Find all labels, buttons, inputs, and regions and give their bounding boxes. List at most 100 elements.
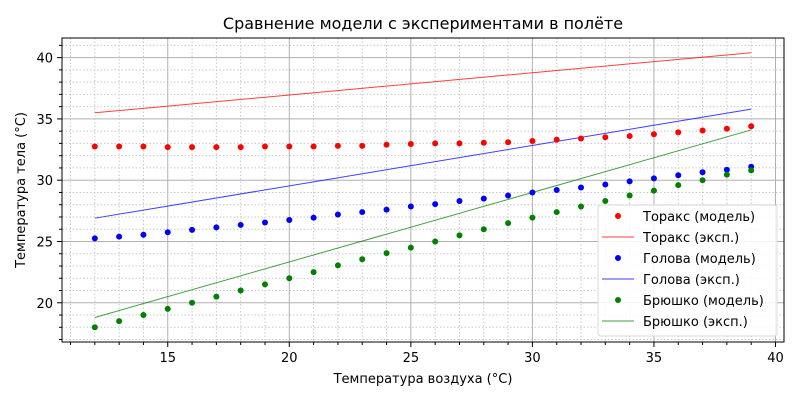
- model-data-point: [213, 144, 220, 151]
- x-tick-label: 30: [524, 351, 541, 366]
- axes-frame: [61, 37, 785, 343]
- y-axis-label: Температура тела (°C): [14, 112, 29, 269]
- model-data-point: [480, 226, 487, 233]
- model-data-point: [480, 139, 487, 146]
- model-data-point: [407, 141, 414, 148]
- model-data-point: [261, 219, 268, 226]
- model-data-point: [456, 198, 463, 205]
- model-data-point: [602, 181, 609, 188]
- model-data-point: [116, 233, 123, 240]
- model-data-point: [116, 143, 123, 150]
- legend-label: Брюшко (эксп.): [643, 315, 748, 330]
- model-data-point: [237, 221, 244, 228]
- legend-box: [597, 204, 778, 337]
- model-data-point: [213, 293, 220, 300]
- experiment-line: [94, 52, 752, 114]
- x-tick-label: 35: [646, 351, 663, 366]
- legend-marker-icon: [615, 255, 621, 261]
- model-data-point: [286, 217, 293, 224]
- model-data-point: [164, 144, 171, 151]
- x-tick-label: 15: [159, 351, 176, 366]
- model-data-point: [626, 178, 633, 185]
- model-data-point: [505, 220, 512, 227]
- axis-ticks: 15 20 25 30 35 40 20 25 30 35 40: [36, 44, 784, 366]
- plot-area: [91, 52, 755, 331]
- model-data-point: [505, 139, 512, 146]
- model-data-point: [286, 275, 293, 282]
- legend-label: Брюшко (модель): [643, 294, 764, 309]
- model-data-point: [529, 189, 536, 196]
- model-data-point: [116, 318, 123, 325]
- model-data-point: [164, 229, 171, 236]
- x-axis-label: Температура воздуха (°C): [333, 372, 513, 387]
- model-data-point: [602, 198, 609, 205]
- model-data-point: [286, 143, 293, 150]
- model-data-point: [189, 144, 196, 151]
- y-tick-label: 30: [36, 174, 53, 189]
- model-data-point: [723, 166, 730, 173]
- model-data-point: [91, 143, 98, 150]
- model-data-point: [261, 143, 268, 150]
- legend: Торакс (модель) Торакс (эксп.) Голова (мод…: [597, 204, 778, 337]
- y-tick-label: 20: [36, 297, 53, 312]
- model-data-point: [456, 140, 463, 147]
- model-data-point: [383, 141, 390, 148]
- model-data-point: [675, 172, 682, 179]
- model-data-point: [578, 184, 585, 191]
- model-data-point: [140, 143, 147, 150]
- model-data-point: [699, 127, 706, 134]
- model-data-point: [553, 187, 560, 193]
- model-data-point: [359, 256, 366, 263]
- model-data-point: [407, 203, 414, 210]
- model-data-point: [505, 192, 512, 199]
- legend-label: Торакс (модель): [642, 210, 755, 225]
- model-data-point: [553, 136, 560, 143]
- model-data-point: [650, 187, 657, 194]
- model-data-point: [310, 143, 317, 150]
- legend-label: Торакс (эксп.): [642, 231, 739, 246]
- model-data-point: [529, 214, 536, 221]
- model-data-point: [237, 287, 244, 294]
- model-data-point: [675, 129, 682, 136]
- model-data-point: [91, 324, 98, 331]
- model-data-point: [432, 201, 439, 208]
- model-data-point: [626, 192, 633, 199]
- model-data-point: [383, 250, 390, 257]
- model-data-point: [602, 134, 609, 141]
- model-data-point: [456, 232, 463, 239]
- model-data-point: [261, 281, 268, 288]
- model-data-point: [140, 231, 147, 238]
- legend-marker-icon: [615, 297, 621, 303]
- x-tick-label: 40: [767, 351, 784, 366]
- model-data-point: [723, 171, 730, 178]
- model-data-point: [675, 182, 682, 189]
- model-data-point: [334, 262, 341, 269]
- chart-title: Сравнение модели с экспериментами в полё…: [223, 14, 623, 33]
- model-data-point: [748, 167, 755, 174]
- model-data-point: [310, 214, 317, 221]
- model-data-point: [237, 144, 244, 151]
- model-data-point: [650, 175, 657, 182]
- model-data-point: [553, 209, 560, 216]
- model-data-point: [407, 244, 414, 251]
- model-data-point: [189, 299, 196, 306]
- model-data-point: [699, 169, 706, 176]
- model-data-point: [432, 140, 439, 147]
- model-data-point: [140, 312, 147, 319]
- model-data-point: [359, 142, 366, 149]
- x-tick-label: 25: [403, 351, 420, 366]
- model-data-point: [578, 135, 585, 142]
- model-data-point: [310, 269, 317, 276]
- experiment-line: [94, 129, 752, 318]
- model-data-point: [334, 142, 341, 149]
- x-tick-label: 20: [281, 351, 298, 366]
- model-data-point: [626, 133, 633, 140]
- model-data-point: [334, 211, 341, 218]
- model-data-point: [213, 224, 220, 231]
- y-tick-label: 40: [36, 52, 53, 67]
- model-data-point: [578, 203, 585, 210]
- model-data-point: [164, 305, 171, 312]
- legend-marker-icon: [615, 213, 621, 219]
